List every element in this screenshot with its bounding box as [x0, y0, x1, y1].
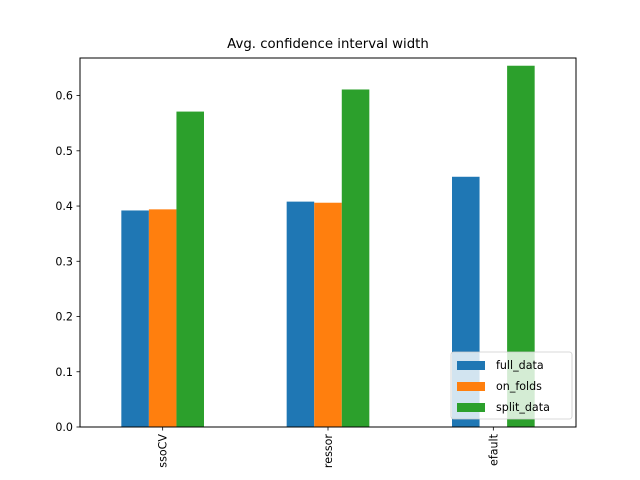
y-axis: 0.0 0.1 0.2 0.3 0.4 0.5 0.6	[55, 90, 80, 434]
bar-full_data-1	[286, 201, 315, 427]
y-tick-label: 0.4	[55, 200, 73, 213]
x-axis: ssoCV ressor efault	[157, 427, 500, 468]
y-tick-label: 0.1	[55, 366, 73, 379]
x-tick-label: ssoCV	[157, 434, 170, 468]
x-tick-label: ressor	[322, 434, 335, 468]
bar-full_data-0	[121, 210, 149, 427]
legend: full_data on_folds split_data	[450, 351, 573, 420]
legend-swatch-split_data	[457, 403, 485, 412]
legend-label-split_data: split_data	[496, 401, 550, 414]
bar-split_data-0	[176, 111, 204, 427]
bar-split_data-1	[341, 89, 370, 428]
x-tick-label: efault	[487, 433, 500, 466]
legend-label-on_folds: on_folds	[496, 380, 542, 393]
bar-on_folds-0	[148, 209, 177, 427]
legend-label-full_data: full_data	[496, 359, 544, 372]
y-tick-label: 0.0	[55, 421, 73, 434]
chart-title: Avg. confidence interval width	[227, 37, 429, 52]
y-tick-label: 0.5	[55, 145, 73, 158]
y-tick-label: 0.3	[55, 255, 73, 268]
legend-swatch-on_folds	[457, 382, 485, 391]
y-tick-label: 0.6	[55, 90, 73, 103]
legend-swatch-full_data	[457, 361, 485, 370]
y-tick-label: 0.2	[55, 311, 73, 324]
bar-on_folds-1	[314, 202, 342, 427]
